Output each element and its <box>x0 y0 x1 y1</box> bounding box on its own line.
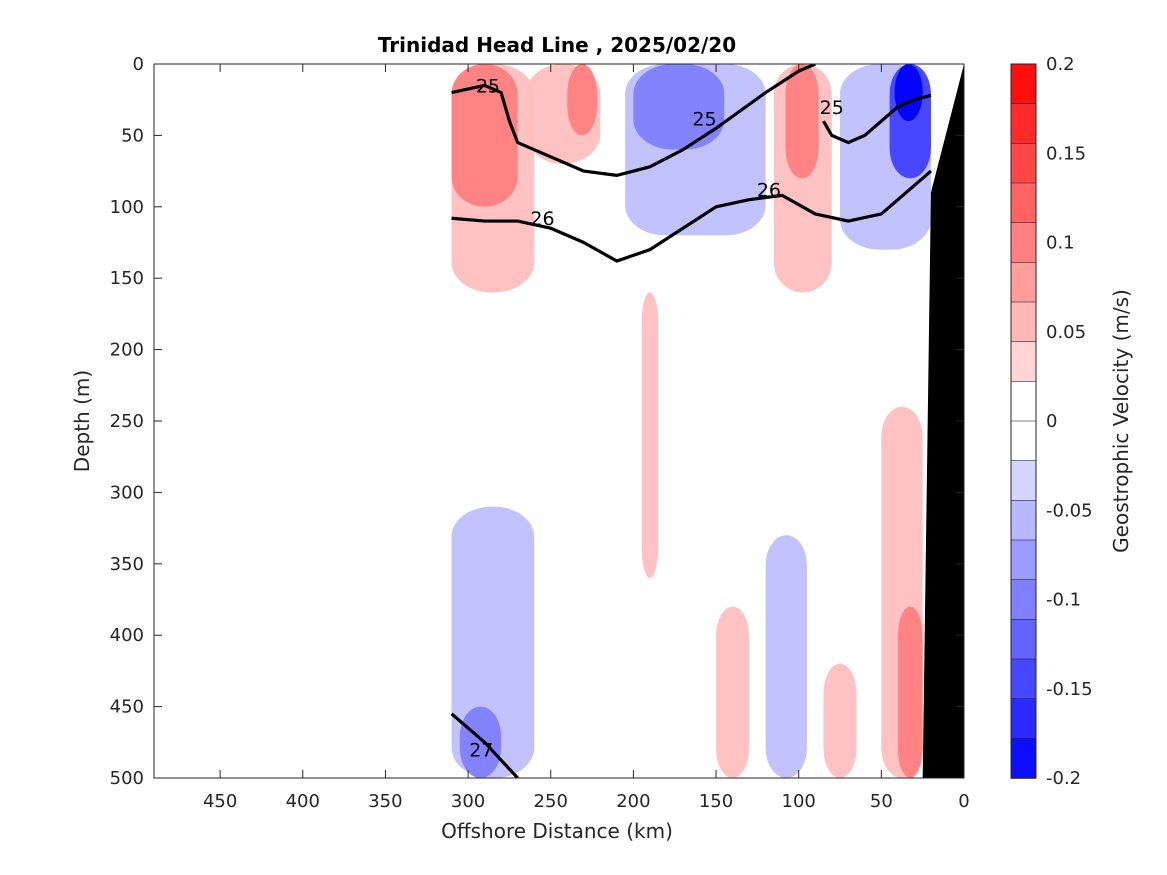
y-tick-label: 500 <box>110 768 144 789</box>
x-tick-label: 250 <box>534 791 568 812</box>
y-tick-label: 300 <box>110 482 144 503</box>
colorbar-segment <box>1010 500 1037 541</box>
x-tick-label: 50 <box>870 791 893 812</box>
colorbar-segment <box>1010 738 1037 779</box>
x-tick-label: 450 <box>203 791 237 812</box>
colorbar-tick-label: 0.2 <box>1046 54 1075 75</box>
x-tick-label: 300 <box>451 791 485 812</box>
contour-label: 27 <box>469 739 493 761</box>
contour-label: 26 <box>530 208 554 230</box>
contour-label-layer: 25 25 25 26 26 27 <box>469 75 844 761</box>
x-tick-label: 0 <box>958 791 969 812</box>
colorbar-segment <box>1010 301 1037 343</box>
y-tick-label: 0 <box>133 54 144 75</box>
velocity-region-positive <box>785 64 819 179</box>
colorbar-tick-label: 0 <box>1046 411 1057 432</box>
colorbar-segment <box>1010 182 1037 224</box>
bathymetry-wedge <box>922 64 964 778</box>
velocity-region-negative <box>765 535 807 778</box>
colorbar-segment <box>1010 579 1037 621</box>
contour-label: 25 <box>692 108 716 130</box>
colorbar-segment <box>1010 658 1037 700</box>
contour-label: 25 <box>820 97 844 119</box>
density-contour-layer <box>450 64 932 778</box>
velocity-region-negative <box>633 64 725 150</box>
y-tick-label: 450 <box>110 697 144 718</box>
x-tick-label: 100 <box>782 791 816 812</box>
bathymetry-layer <box>922 64 964 778</box>
colorbar-segment <box>1010 341 1037 383</box>
colorbar-segment <box>1010 381 1037 422</box>
y-tick-label: 50 <box>121 125 144 146</box>
density-contour-25 <box>451 64 816 177</box>
colorbar-segment <box>1010 619 1037 660</box>
y-tick-label: 200 <box>110 340 144 361</box>
y-tick-label: 400 <box>110 625 144 646</box>
y-axis-label: Depth (m) <box>70 370 94 472</box>
colorbar-label: Geostrophic Velocity (m/s) <box>1109 289 1133 553</box>
colorbar-tick-label: 0.1 <box>1046 233 1075 254</box>
x-tick-label: 150 <box>699 791 733 812</box>
colorbar-segment <box>1010 539 1037 581</box>
colorbar-segment <box>1010 420 1037 462</box>
colorbar-tick-label: 0.15 <box>1046 143 1086 164</box>
velocity-region-negative <box>459 706 502 778</box>
velocity-region-positive <box>451 64 518 207</box>
colorbar-segment <box>1010 262 1037 303</box>
velocity-region-positive <box>897 606 923 778</box>
colorbar-segment <box>1010 63 1037 105</box>
x-tick-label: 400 <box>286 791 320 812</box>
colorbar-tick-label: -0.1 <box>1046 590 1081 611</box>
velocity-fill-layer <box>451 64 931 778</box>
colorbar-segment <box>1010 103 1037 145</box>
colorbar-tick-label: -0.05 <box>1046 500 1093 521</box>
colorbar: 0.2 0.15 0.1 0.05 0 -0.05 -0.1 -0.15 -0.2 <box>1010 54 1093 789</box>
contour-label: 25 <box>476 75 500 97</box>
velocity-region-positive <box>567 64 598 136</box>
x-axis-ticks: 450 400 350 300 250 200 150 100 50 0 <box>203 64 970 812</box>
colorbar-tick-label: -0.15 <box>1046 679 1093 700</box>
x-tick-label: 350 <box>368 791 402 812</box>
colorbar-tick-label: -0.2 <box>1046 768 1081 789</box>
y-tick-label: 350 <box>110 554 144 575</box>
y-tick-label: 100 <box>110 197 144 218</box>
colorbar-tick-label: 0.05 <box>1046 322 1086 343</box>
y-axis-ticks: 0 50 100 150 200 250 300 350 400 450 500 <box>110 54 964 789</box>
density-contour-26 <box>451 169 932 263</box>
colorbar-segment <box>1010 222 1037 264</box>
x-axis-label: Offshore Distance (km) <box>441 819 673 843</box>
contour-label: 26 <box>757 180 781 202</box>
colorbar-segment <box>1010 143 1037 184</box>
y-tick-label: 150 <box>110 268 144 289</box>
density-contour-25 <box>822 93 932 145</box>
colorbar-segment <box>1010 460 1037 502</box>
velocity-region-positive <box>716 606 750 778</box>
velocity-region-negative <box>894 64 923 122</box>
colorbar-segment <box>1010 698 1037 740</box>
velocity-region-positive <box>641 292 659 579</box>
colorbar-frame <box>1010 63 1037 779</box>
x-tick-label: 200 <box>616 791 650 812</box>
density-contour-27 <box>450 712 519 778</box>
velocity-region-positive <box>823 663 857 778</box>
y-tick-label: 250 <box>110 411 144 432</box>
chart-title: Trinidad Head Line , 2025/02/20 <box>378 33 736 57</box>
